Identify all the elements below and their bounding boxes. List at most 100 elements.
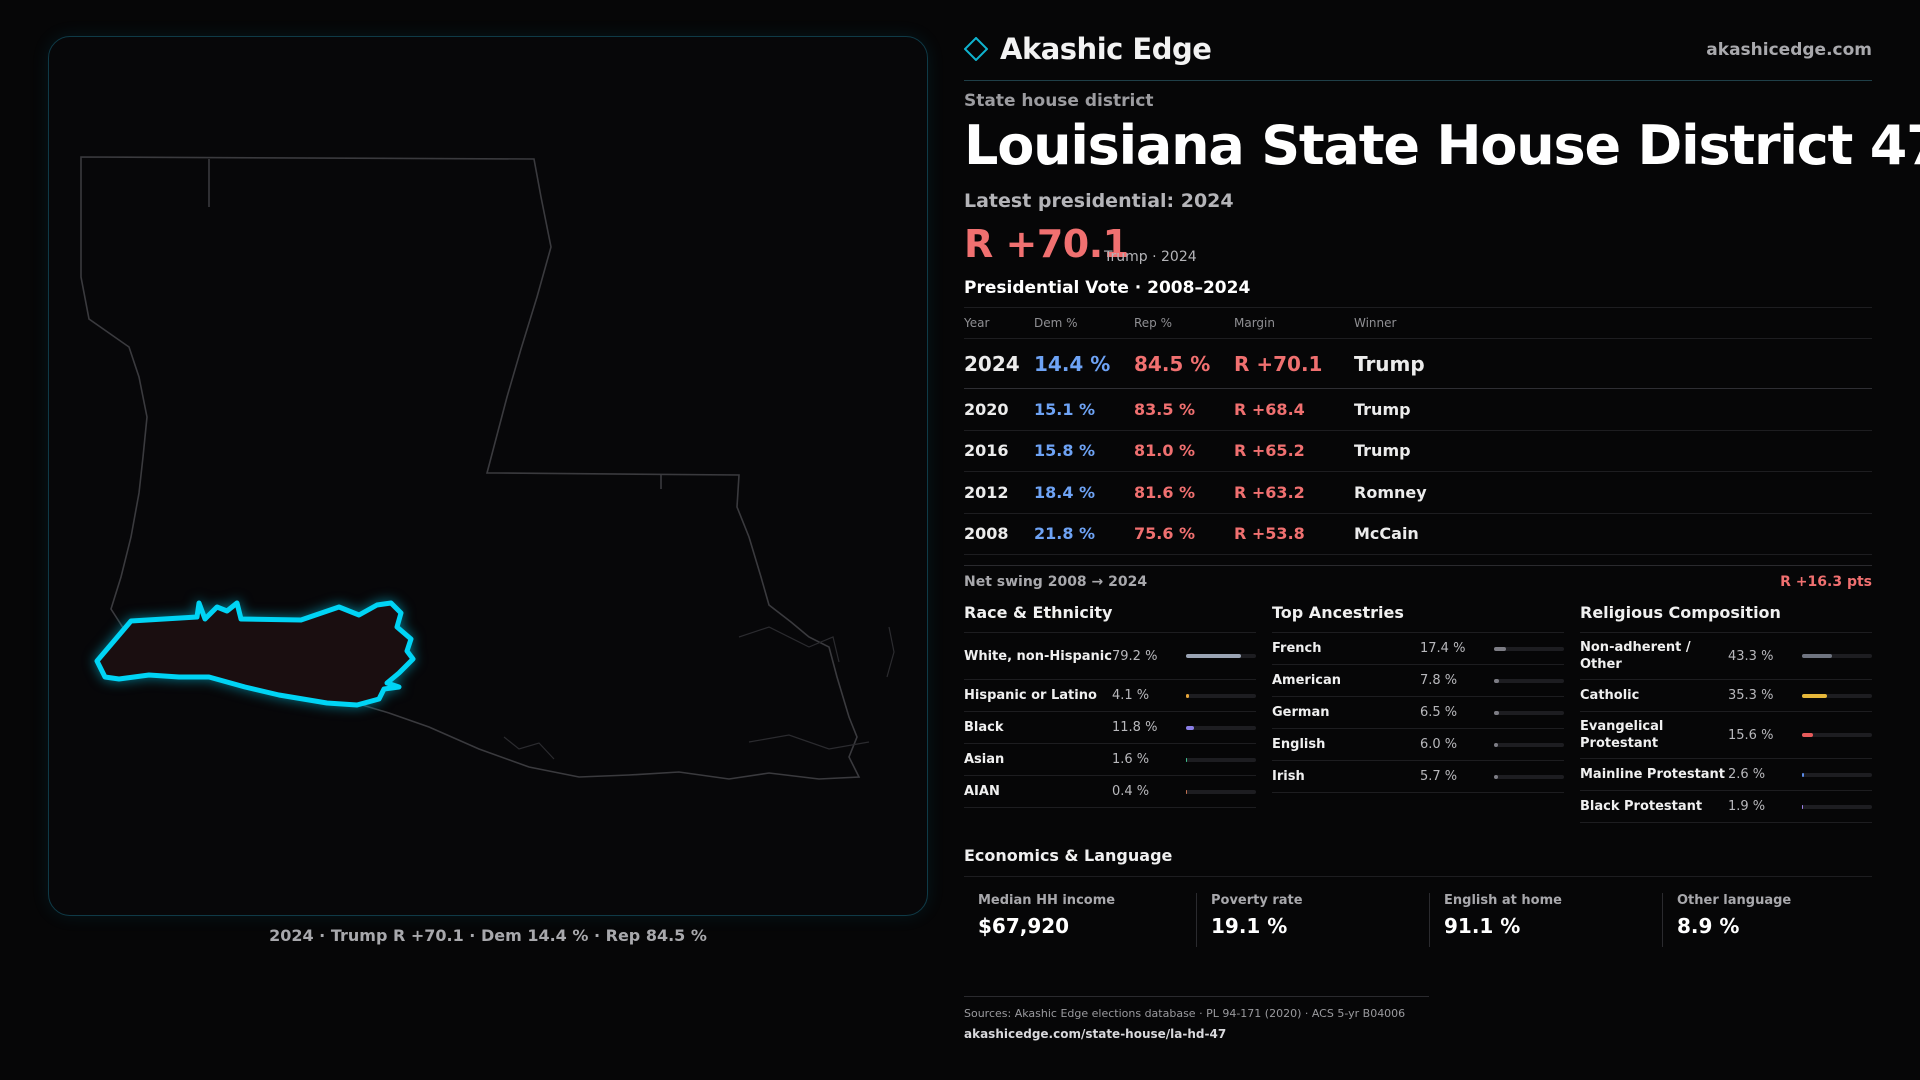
district-detail-panel: Akashic Edge akashicedge.com State house… (964, 0, 1920, 1080)
bar-value: 11.8 % (1112, 720, 1158, 735)
table-row: 2012 18.4 % 81.6 % R +63.2 Romney (964, 471, 1872, 514)
bar-value: 43.3 % (1728, 648, 1774, 664)
district-map[interactable] (49, 37, 929, 917)
coastline-detail (503, 626, 895, 760)
bar-fill (1186, 693, 1189, 698)
stat-english-at-home: English at home 91.1 % (1429, 893, 1647, 947)
religion-title: Religious Composition (1580, 603, 1872, 633)
list-item: Catholic 35.3 % (1580, 680, 1872, 712)
table-row: 2008 21.8 % 75.6 % R +53.8 McCain (964, 513, 1872, 555)
bar-label: Catholic (1580, 688, 1640, 703)
bar-label: Black Protestant (1580, 799, 1703, 814)
bar-value: 15.6 % (1728, 727, 1774, 743)
bar-value: 4.1 % (1112, 688, 1150, 703)
brand[interactable]: Akashic Edge (964, 32, 1212, 66)
brand-url-link[interactable]: akashicedge.com (1706, 40, 1872, 60)
cell-year: 2020 (964, 388, 1034, 431)
list-item: German 6.5 % (1272, 697, 1564, 729)
bar-label: Asian (964, 752, 1005, 767)
cell-dem: 21.8 % (1034, 513, 1134, 555)
presidential-vote-title: Presidential Vote · 2008–2024 (964, 278, 1251, 298)
ancestries-title: Top Ancestries (1272, 603, 1564, 633)
cell-dem: 18.4 % (1034, 471, 1134, 514)
header-divider (964, 80, 1872, 81)
bar-value: 5.7 % (1420, 769, 1458, 784)
cell-margin: R +53.8 (1234, 513, 1354, 555)
bar-value: 6.5 % (1420, 705, 1458, 720)
bar-label: Non-adherent / Other (1580, 640, 1691, 672)
list-item: Mainline Protestant 2.6 % (1580, 759, 1872, 791)
bar-fill (1802, 733, 1813, 737)
cell-winner: Trump (1354, 338, 1872, 389)
cell-rep: 84.5 % (1134, 338, 1234, 389)
district-47-highlight[interactable] (94, 600, 416, 708)
stat-other-language: Other language 8.9 % (1662, 893, 1880, 947)
latest-presidential-label: Latest presidential: 2024 (964, 190, 1234, 212)
stat-label: Poverty rate (1211, 893, 1303, 908)
presidential-vote-table: Year Dem % Rep % Margin Winner 2024 14.4… (964, 307, 1872, 555)
bar-track (1802, 654, 1872, 658)
bar-value: 7.8 % (1420, 673, 1458, 688)
header-dem: Dem % (1034, 307, 1134, 339)
bar-label: Mainline Protestant (1580, 767, 1726, 782)
header-margin: Margin (1234, 307, 1354, 339)
bar-value: 0.4 % (1112, 784, 1150, 799)
stat-poverty-rate: Poverty rate 19.1 % (1196, 893, 1414, 947)
religion-section: Religious Composition Non-adherent / Oth… (1580, 603, 1872, 823)
bar-track (1494, 646, 1564, 651)
stat-value: $67,920 (978, 914, 1070, 938)
bar-label: Hispanic or Latino (964, 688, 1097, 703)
bar-label: White, non-Hispanic (964, 648, 1112, 664)
cell-dem: 14.4 % (1034, 338, 1134, 389)
bar-value: 1.6 % (1112, 752, 1150, 767)
list-item: Asian 1.6 % (964, 744, 1256, 776)
page-title: Louisiana State House District 47 (964, 114, 1920, 177)
bar-value: 1.9 % (1728, 799, 1766, 814)
header-year: Year (964, 307, 1034, 339)
map-caption: 2024 · Trump R +70.1 · Dem 14.4 % · Rep … (269, 926, 707, 945)
race-ethnicity-section: Race & Ethnicity White, non-Hispanic 79.… (964, 603, 1256, 808)
bar-track (1186, 654, 1256, 658)
cell-winner: Romney (1354, 471, 1872, 514)
cell-year: 2012 (964, 471, 1034, 514)
bar-track (1494, 774, 1564, 779)
list-item: Irish 5.7 % (1272, 761, 1564, 793)
cell-rep: 81.6 % (1134, 471, 1234, 514)
list-item: Non-adherent / Other 43.3 % (1580, 633, 1872, 680)
bar-fill (1802, 654, 1833, 658)
list-item: Black 11.8 % (964, 712, 1256, 744)
bar-fill (1494, 678, 1500, 683)
bar-fill (1186, 725, 1195, 730)
cell-margin: R +65.2 (1234, 430, 1354, 472)
list-item: AIAN 0.4 % (964, 776, 1256, 808)
sources-text: Sources: Akashic Edge elections database… (964, 1007, 1406, 1020)
bar-track (1494, 678, 1564, 683)
swing-divider (964, 565, 1872, 566)
cell-rep: 75.6 % (1134, 513, 1234, 555)
bar-value: 2.6 % (1728, 767, 1766, 782)
bar-value: 6.0 % (1420, 737, 1458, 752)
bar-track (1494, 710, 1564, 715)
list-item: Black Protestant 1.9 % (1580, 791, 1872, 823)
net-swing-label: Net swing 2008 → 2024 (964, 574, 1148, 590)
brand-name: Akashic Edge (1000, 32, 1212, 66)
bar-track (1186, 789, 1256, 794)
stat-label: English at home (1444, 893, 1562, 908)
bar-fill (1802, 772, 1804, 777)
list-item: White, non-Hispanic 79.2 % (964, 633, 1256, 680)
list-item: Evangelical Protestant 15.6 % (1580, 712, 1872, 759)
map-panel[interactable] (48, 36, 928, 916)
cell-margin: R +70.1 (1234, 338, 1354, 389)
bar-label: Irish (1272, 769, 1305, 784)
bar-fill (1186, 757, 1188, 762)
cell-dem: 15.8 % (1034, 430, 1134, 472)
cell-winner: McCain (1354, 513, 1872, 555)
table-row: 2024 14.4 % 84.5 % R +70.1 Trump (964, 338, 1872, 389)
source-url-link[interactable]: akashicedge.com/state-house/la-hd-47 (964, 1027, 1227, 1041)
bar-label: American (1272, 673, 1342, 688)
district-type-kicker: State house district (964, 91, 1154, 111)
cell-margin: R +68.4 (1234, 388, 1354, 431)
bar-value: 17.4 % (1420, 641, 1466, 656)
list-item: Hispanic or Latino 4.1 % (964, 680, 1256, 712)
state-outline (80, 156, 861, 780)
